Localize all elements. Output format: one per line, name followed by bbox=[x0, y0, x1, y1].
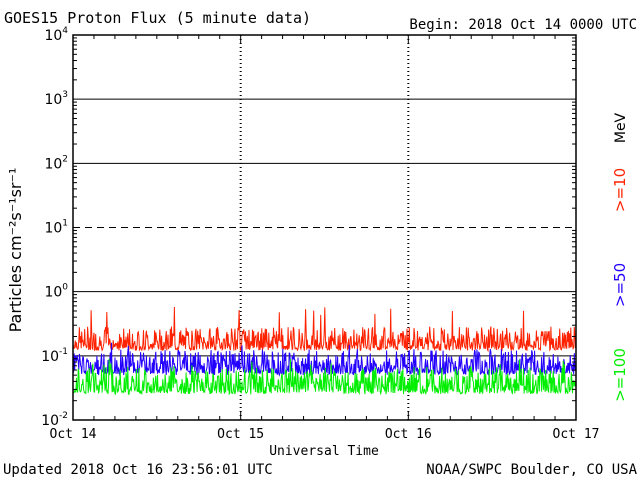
legend: MeV >=10 >=50 >=100 bbox=[611, 112, 629, 401]
grid-layer bbox=[73, 35, 576, 420]
y-tick-label: 102 bbox=[44, 154, 68, 172]
legend-label-1: >=50 bbox=[611, 263, 629, 307]
legend-label-2: >=100 bbox=[611, 348, 629, 402]
begin-time-label: Begin: 2018 Oct 14 0000 UTC bbox=[409, 17, 637, 33]
y-tick-label: 103 bbox=[44, 90, 68, 108]
y-tick-label: 10-1 bbox=[41, 347, 68, 365]
y-tick-label: 100 bbox=[44, 283, 68, 301]
plot-border bbox=[72, 34, 577, 421]
legend-unit-label: MeV bbox=[613, 112, 629, 143]
x-tick-labels: Oct 14 Oct 15 Oct 16 Oct 17 bbox=[50, 427, 600, 442]
chart-title: GOES15 Proton Flux (5 minute data) bbox=[4, 9, 311, 27]
series-line-2 bbox=[72, 358, 577, 396]
x-axis-label: Universal Time bbox=[269, 444, 379, 459]
x-tick-label: Oct 15 bbox=[217, 427, 264, 442]
series-line-1 bbox=[72, 342, 577, 377]
series-layer bbox=[72, 306, 577, 396]
plot-frame bbox=[72, 34, 577, 421]
y-tick-labels: 10-2 10-1 100 101 102 103 104 bbox=[41, 26, 68, 429]
x-tick-label: Oct 16 bbox=[385, 427, 432, 442]
y-tick-label: 10-2 bbox=[41, 411, 68, 429]
x-tick-label: Oct 14 bbox=[50, 427, 97, 442]
x-tick-label: Oct 17 bbox=[553, 427, 600, 442]
legend-label-0: >=10 bbox=[611, 168, 629, 212]
credit-label: NOAA/SWPC Boulder, CO USA bbox=[426, 462, 637, 478]
series-line-0 bbox=[72, 306, 577, 353]
y-axis-label: Particles cm⁻²s⁻¹sr⁻¹ bbox=[6, 168, 25, 333]
y-tick-label: 101 bbox=[44, 219, 68, 237]
y-tick-label: 104 bbox=[44, 26, 68, 44]
updated-timestamp: Updated 2018 Oct 16 23:56:01 UTC bbox=[3, 462, 273, 478]
